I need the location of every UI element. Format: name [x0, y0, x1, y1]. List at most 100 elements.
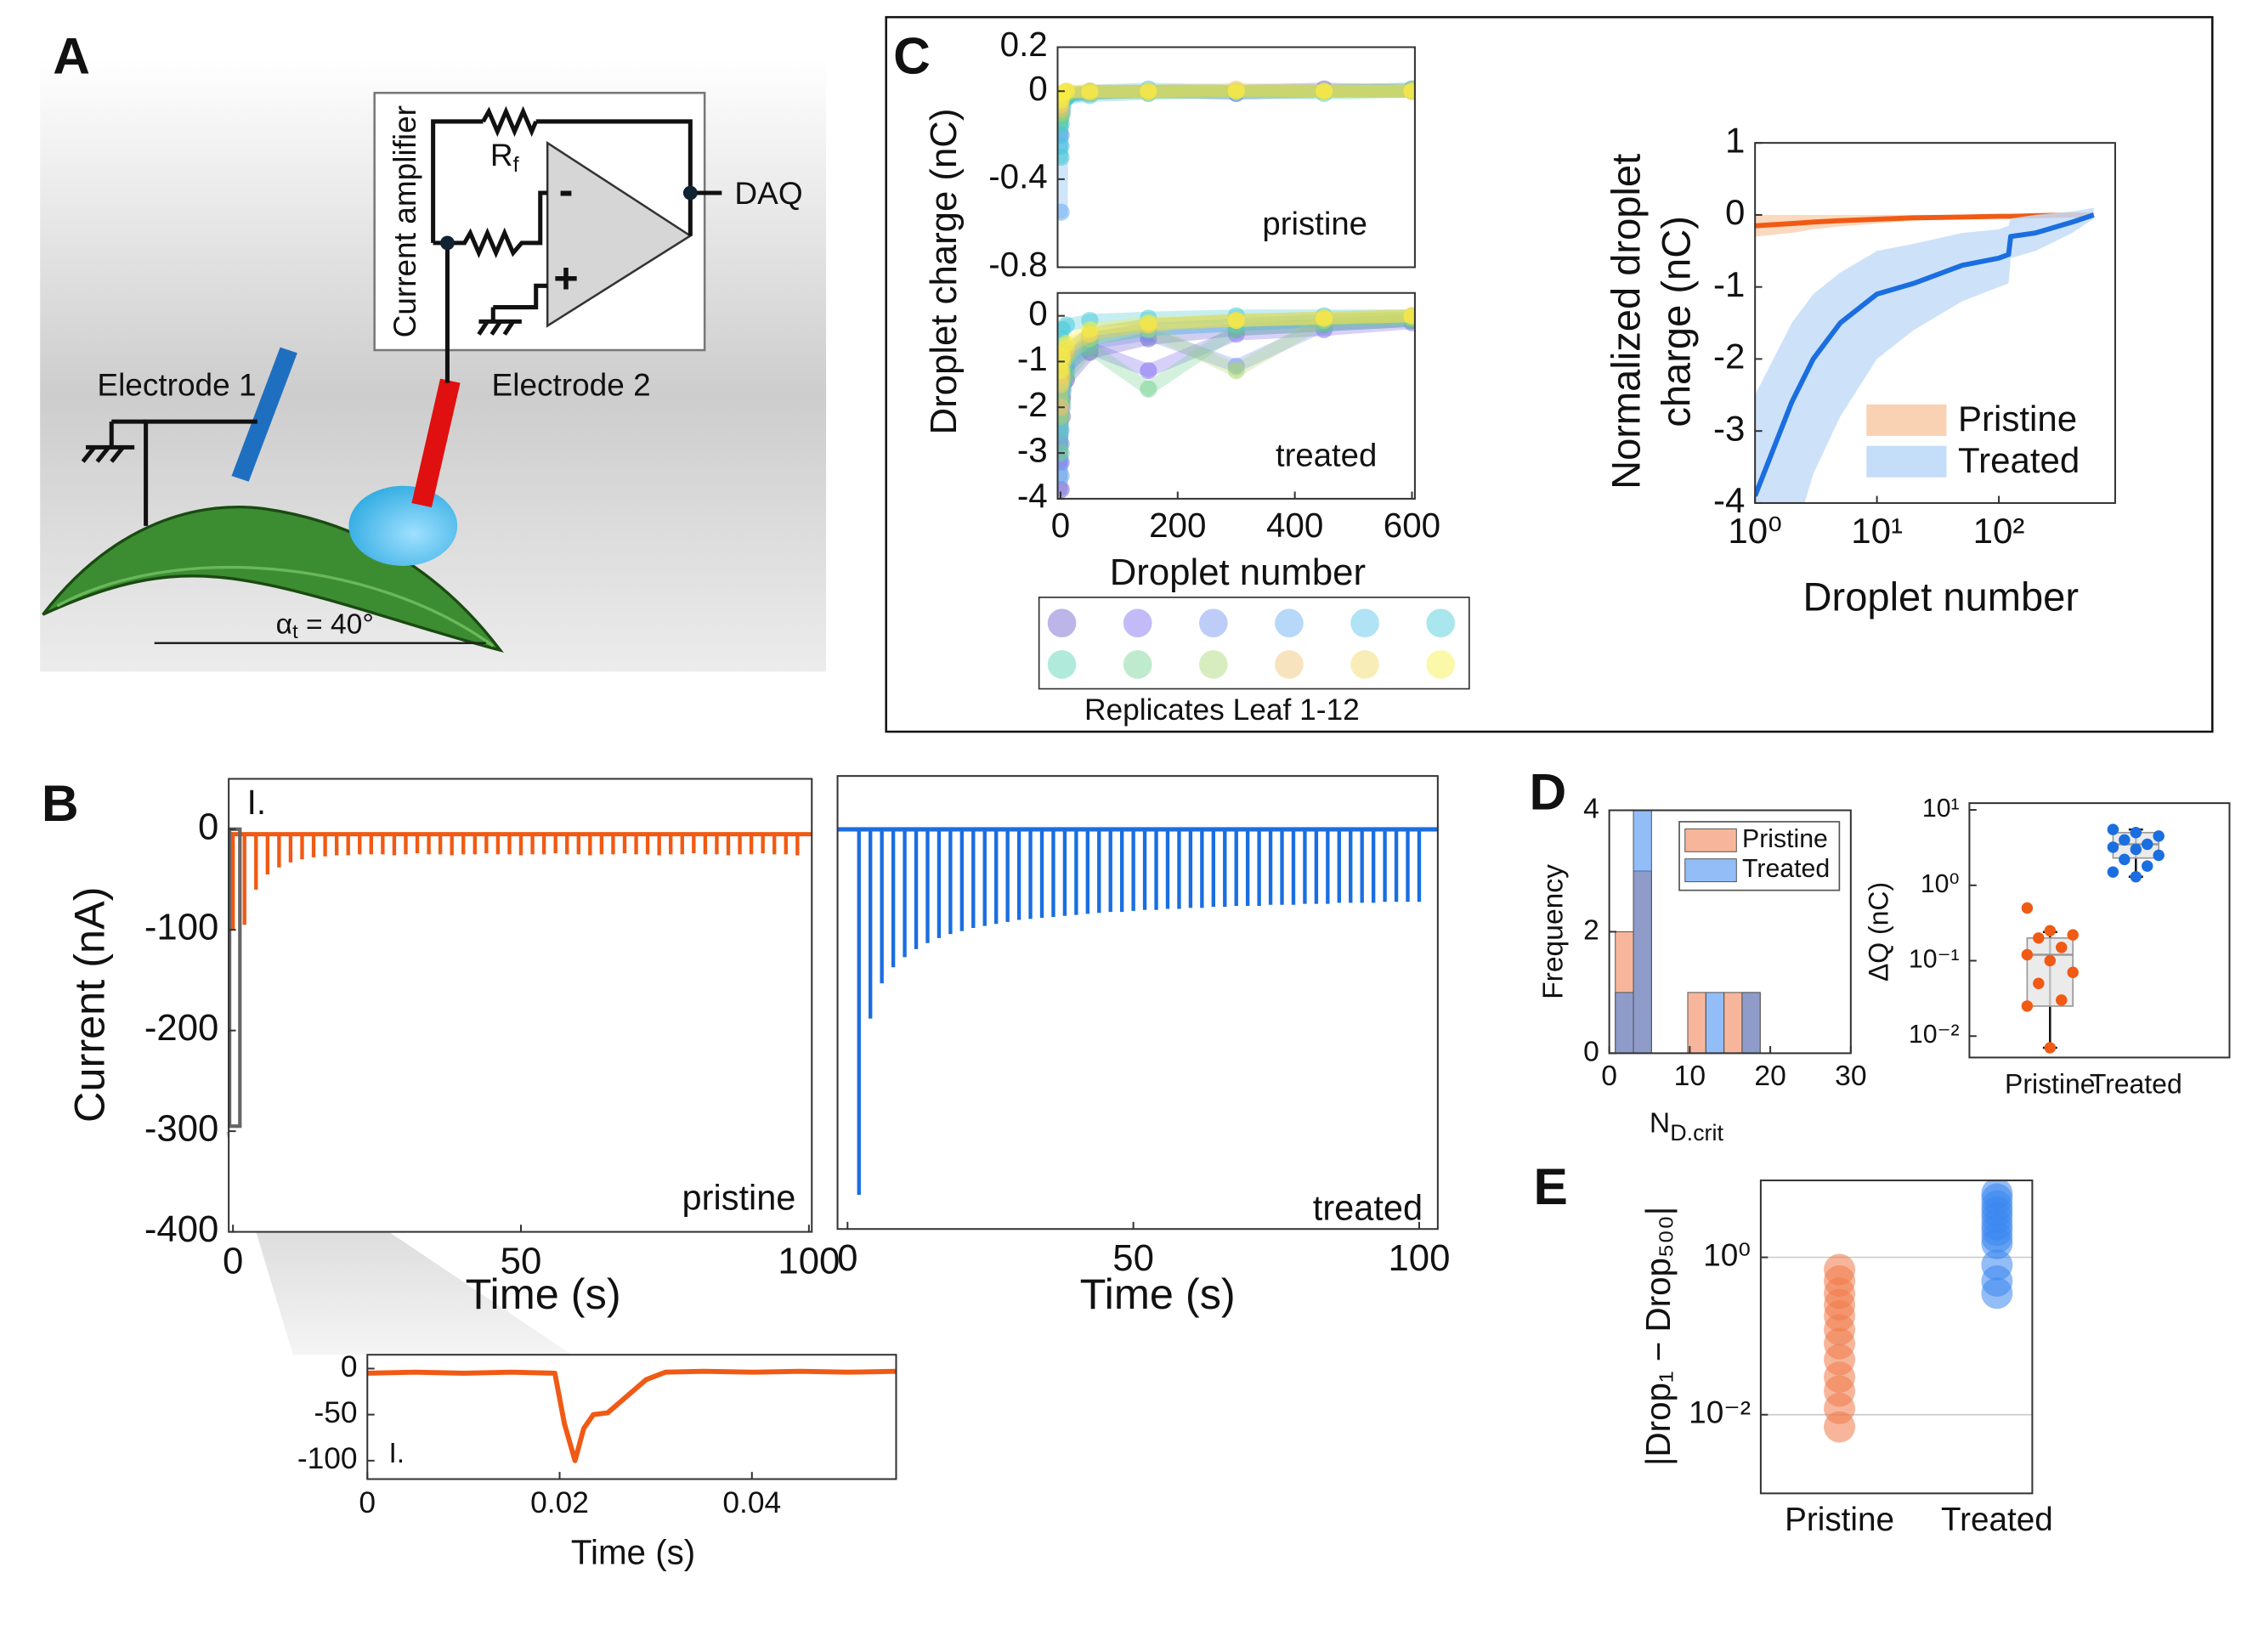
point [1057, 334, 1075, 353]
resistor-label: Rf [490, 138, 520, 177]
electrode-2-label: Electrode 2 [492, 367, 651, 402]
point [1057, 362, 1070, 380]
annotation: I. [388, 1438, 405, 1469]
x-tick-label: 10² [1973, 511, 2025, 551]
x-axis-label-main: Droplet number [1803, 574, 2079, 620]
x-tick-label: 0 [1051, 506, 1070, 545]
y-tick-label: 0 [341, 1350, 358, 1383]
point [1081, 82, 1099, 100]
y-tick-label: -2 [1017, 385, 1048, 424]
point [2107, 841, 2119, 853]
bar [1687, 992, 1706, 1054]
x-tick-label: 0 [359, 1486, 376, 1519]
frame [1056, 46, 1416, 269]
x-tick-label: 0 [837, 1237, 857, 1279]
point [1057, 376, 1070, 393]
point [1227, 362, 1245, 380]
y-axis-label: Normalized droplet [1604, 154, 1649, 489]
point [1140, 362, 1157, 380]
leaf-vein [56, 565, 495, 648]
x-axis-label-sub: D.crit [1670, 1120, 1723, 1146]
point [2153, 830, 2165, 842]
x-tick-label: 50 [1112, 1237, 1154, 1279]
y-tick-label: -3 [1017, 431, 1048, 470]
series-line [1755, 212, 2095, 497]
y-tick-label: -300 [144, 1108, 219, 1150]
point [2067, 929, 2079, 941]
point [1316, 82, 1333, 100]
y-axis-label: charge (nC) [1653, 216, 1698, 427]
bar [1723, 992, 1743, 1054]
y-tick-label: -400 [144, 1208, 219, 1250]
bar [1615, 992, 1634, 1054]
point [2044, 1042, 2057, 1054]
electrode-1 [231, 347, 297, 482]
band [1755, 207, 2094, 503]
x-tick-label: 0.02 [530, 1486, 589, 1519]
point [1227, 82, 1245, 100]
droplet [348, 485, 458, 566]
x-axis-label: ND.crit [1650, 1107, 1724, 1146]
point [2021, 948, 2034, 961]
annotation: treated [1276, 437, 1377, 473]
point [2021, 1000, 2034, 1012]
leaf [42, 506, 504, 653]
electrode-2 [411, 378, 461, 507]
y-tick-label: 2 [1583, 914, 1599, 946]
legend-swatch [1350, 608, 1379, 638]
x-axis-label-main: Time (s) [466, 1270, 621, 1318]
point [2142, 860, 2153, 872]
bar [1633, 810, 1652, 1054]
legend-swatch [1426, 650, 1456, 679]
y-tick-label: 0 [1028, 69, 1047, 108]
frame [1754, 142, 2116, 504]
point [1140, 380, 1157, 398]
legend-swatch [1123, 650, 1152, 679]
legend-swatch [1047, 608, 1077, 638]
x-axis-label: Droplet number [1110, 552, 1366, 593]
point [1403, 307, 1415, 325]
replicate-legend-box [1038, 597, 1470, 690]
legend-swatch [1426, 608, 1456, 638]
point [2119, 834, 2131, 846]
y-tick-label: -0.8 [988, 245, 1048, 284]
y-tick-label: 10⁰ [1703, 1237, 1751, 1272]
y-axis-label: ΔQ (nC) [1864, 882, 1894, 982]
y-tick-label: 0 [198, 806, 218, 847]
x-tick-label: 200 [1149, 506, 1206, 545]
y-tick-label: 10⁻¹ [1909, 946, 1960, 974]
annotation: treated [1313, 1187, 1423, 1227]
point [1057, 467, 1070, 485]
resistor-label-sub: f [513, 153, 520, 177]
frame [1968, 802, 2231, 1059]
point [1057, 316, 1075, 334]
point [1140, 314, 1157, 331]
legend-swatch [1275, 608, 1304, 638]
x-axis-label: Droplet number [1803, 574, 2079, 620]
frame [366, 1354, 897, 1480]
plus-sign: + [553, 254, 578, 303]
legend-label: Pristine [1958, 399, 2077, 438]
resistor-label-main: R [490, 138, 513, 173]
node [682, 185, 698, 201]
y-tick-label: -100 [144, 907, 219, 948]
x-axis-label: Time (s) [466, 1270, 621, 1318]
plot [1057, 307, 1415, 499]
panel-label: E [1533, 1157, 1567, 1215]
x-tick-label: Treated [2090, 1068, 2182, 1099]
point [2056, 994, 2068, 1006]
point [2033, 977, 2045, 989]
legend-swatch [1866, 445, 1947, 478]
panel-c-frame [885, 15, 2214, 733]
plot [1755, 207, 2095, 503]
frame [1759, 1180, 2034, 1495]
legend-swatch [1198, 650, 1228, 679]
point [2130, 843, 2142, 856]
point [2107, 823, 2119, 835]
point [1057, 421, 1070, 439]
x-axis-label-main: Time (s) [571, 1532, 695, 1571]
x-tick-label: Pristine [1785, 1502, 1894, 1538]
legend-title: Replicates Leaf 1-12 [1084, 693, 1360, 727]
